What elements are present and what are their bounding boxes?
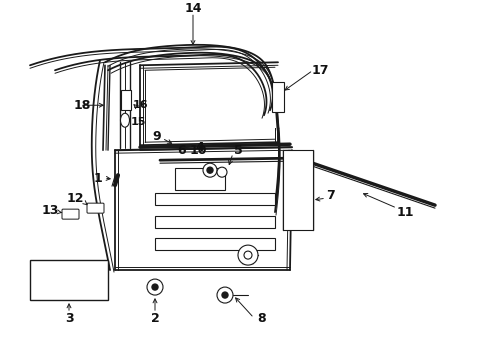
Circle shape [238,245,258,265]
Text: 9: 9 [153,130,161,143]
FancyBboxPatch shape [155,216,275,228]
Text: 18: 18 [74,99,91,112]
FancyBboxPatch shape [155,193,275,205]
FancyBboxPatch shape [62,209,79,219]
Text: 2: 2 [150,311,159,324]
Text: 3: 3 [65,311,74,324]
Text: 13: 13 [41,204,59,217]
Circle shape [244,251,252,259]
FancyBboxPatch shape [283,150,313,230]
FancyBboxPatch shape [121,90,131,110]
Circle shape [217,167,227,177]
FancyBboxPatch shape [272,82,284,112]
Text: 16: 16 [132,100,148,110]
FancyBboxPatch shape [175,168,225,190]
Text: 17: 17 [311,64,329,77]
FancyBboxPatch shape [155,238,275,250]
FancyBboxPatch shape [30,260,108,300]
Text: 14: 14 [184,2,202,15]
Text: 7: 7 [326,189,334,202]
Text: 8: 8 [258,311,266,324]
Text: 12: 12 [66,192,84,204]
Text: 10: 10 [189,144,207,157]
Text: 6: 6 [178,144,186,157]
Text: 15: 15 [130,117,146,127]
Circle shape [152,284,158,290]
Text: 5: 5 [234,144,243,157]
Circle shape [203,163,217,177]
Circle shape [217,287,233,303]
FancyBboxPatch shape [87,203,104,213]
Circle shape [222,292,228,298]
Circle shape [147,279,163,295]
Circle shape [207,167,213,173]
Text: 11: 11 [396,206,414,219]
Ellipse shape [121,113,129,127]
Text: 1: 1 [94,172,102,185]
Text: 4: 4 [196,141,204,154]
